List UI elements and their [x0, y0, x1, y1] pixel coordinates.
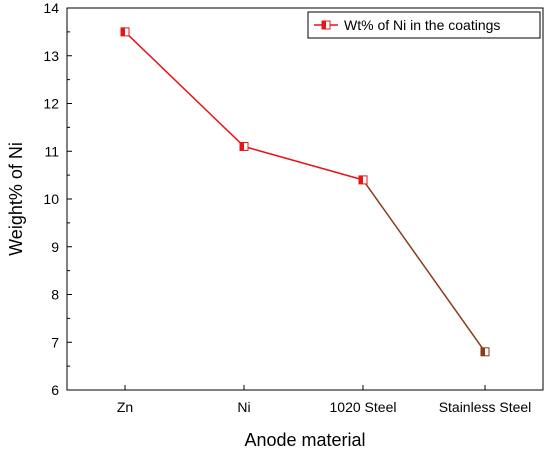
- x-tick-label: 1020 Steel: [330, 399, 397, 415]
- y-tick-label: 10: [43, 191, 59, 207]
- series-line-segment: [124, 31, 245, 148]
- legend: Wt% of Ni in the coatings: [307, 11, 541, 39]
- y-axis-title: Weight% of Ni: [6, 142, 26, 256]
- y-tick-label: 9: [51, 239, 59, 255]
- data-point-fill: [121, 27, 125, 36]
- y-axis: 6 7 8 9 10 11 12 13 14: [43, 0, 72, 398]
- data-point-fill: [481, 347, 485, 356]
- y-tick-label: 14: [43, 0, 59, 16]
- x-tick-label: Stainless Steel: [439, 399, 532, 415]
- y-tick-label: 6: [51, 382, 59, 398]
- x-tick-label: Zn: [117, 399, 133, 415]
- legend-label: Wt% of Ni in the coatings: [344, 17, 500, 33]
- data-point-fill: [359, 175, 363, 184]
- x-axis-title: Anode material: [244, 430, 365, 450]
- legend-box: [307, 11, 541, 39]
- y-tick-label: 7: [51, 334, 59, 350]
- series-line-segment: [362, 179, 486, 353]
- series-group: [120, 27, 490, 357]
- y-tick-label: 13: [43, 48, 59, 64]
- y-tick-label: 11: [44, 143, 59, 159]
- x-tick-label: Ni: [237, 399, 250, 415]
- y-tick-label: 8: [51, 287, 59, 303]
- legend-marker-fill: [322, 21, 326, 29]
- data-point-fill: [240, 142, 244, 151]
- x-axis: Zn Ni 1020 Steel Stainless Steel: [67, 385, 543, 415]
- y-tick-label: 12: [43, 96, 59, 112]
- series-line-segment: [243, 145, 364, 181]
